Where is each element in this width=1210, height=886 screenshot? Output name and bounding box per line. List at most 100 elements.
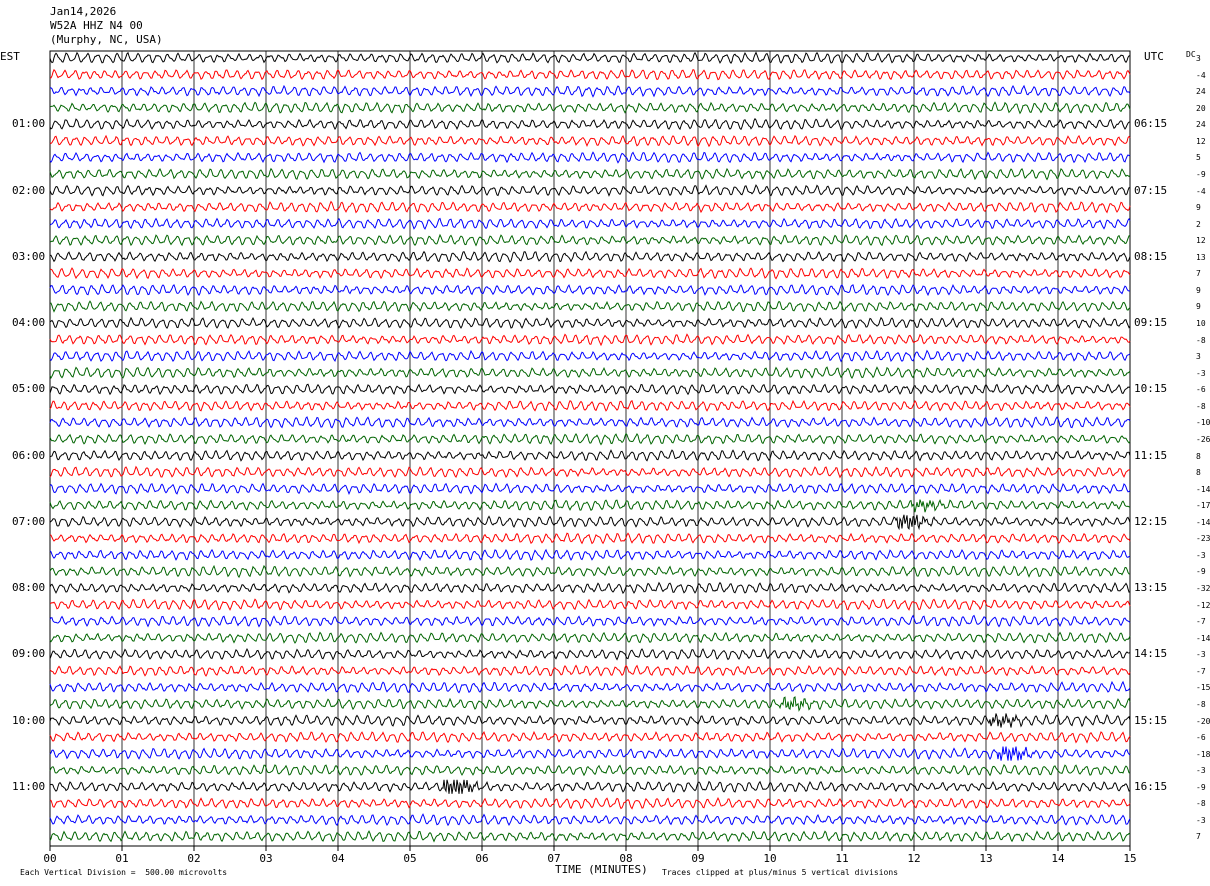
x-axis-ticks: 00 01 02 03 04 05 06 07 08 09 10 11 12 13 14 15 (43, 846, 1137, 865)
dc-offset-value: 3 (1196, 54, 1201, 63)
trace-line (49, 730, 1131, 744)
trace-line (49, 813, 1131, 827)
x-tick-label: 10 (763, 852, 776, 865)
est-hour-label: 01:00 (12, 117, 46, 131)
utc-hour-label: 09:15 (1134, 316, 1168, 329)
x-axis-title: TIME (MINUTES) (555, 863, 648, 876)
dc-offset-value: -8 (1196, 699, 1206, 709)
trace-line (49, 830, 1131, 843)
dc-offset-value: -4 (1196, 186, 1206, 196)
dc-offset-value: -17 (1196, 501, 1210, 511)
dc-offset-value: -32 (1196, 584, 1210, 593)
dc-offset-value: -18 (1196, 749, 1210, 759)
utc-hour-label: 10:15 (1134, 382, 1168, 396)
est-axis-label: EST (0, 50, 20, 63)
dc-offset-value: -23 (1196, 534, 1210, 544)
trace-line (49, 200, 1131, 214)
est-hour-label: 05:00 (12, 382, 46, 396)
trace-line (49, 366, 1131, 379)
trace-line (49, 763, 1131, 777)
trace-line (49, 779, 1131, 794)
trace-line (49, 416, 1131, 429)
trace-line (49, 333, 1131, 347)
dc-offset-value: 12 (1196, 236, 1206, 246)
trace-line (49, 250, 1131, 263)
dc-offset-value: -12 (1196, 600, 1210, 610)
trace-line (49, 217, 1131, 230)
dc-offset-value: 10 (1196, 319, 1206, 328)
dc-offset-value: -9 (1196, 782, 1206, 792)
trace-line (49, 84, 1131, 98)
dc-offset-value: -10 (1196, 418, 1210, 428)
dc-offset-value: 7 (1196, 832, 1201, 842)
dc-offset-value: -14 (1196, 484, 1210, 494)
trace-line (49, 482, 1131, 496)
dc-offset-value: -8 (1196, 799, 1206, 809)
dc-offset-value: -3 (1196, 815, 1206, 825)
x-tick-label: 07 (547, 852, 560, 865)
trace-line (49, 449, 1131, 462)
dc-offset-value: 13 (1196, 252, 1206, 262)
est-hour-label: 02:00 (12, 183, 46, 197)
trace-line (49, 548, 1131, 562)
utc-hour-label: 12:15 (1134, 514, 1168, 528)
est-hour-label: 10:00 (12, 713, 46, 727)
dc-offset-value: 2 (1196, 219, 1201, 229)
utc-hour-label: 11:15 (1134, 448, 1168, 462)
trace-line (49, 399, 1131, 412)
x-tick-label: 03 (259, 852, 272, 865)
est-hour-label: 04:00 (12, 316, 46, 329)
dc-offset-value: -14 (1196, 633, 1210, 643)
dc-offset-value: -9 (1196, 567, 1206, 577)
trace-line (49, 746, 1131, 761)
trace-line (49, 267, 1131, 280)
x-tick-label: 12 (907, 852, 920, 865)
station-location: (Murphy, NC, USA) (50, 33, 163, 46)
x-tick-label: 05 (403, 852, 416, 865)
x-tick-label: 02 (187, 852, 200, 865)
utc-hour-label: 08:15 (1134, 249, 1168, 263)
est-hour-label: 11:00 (12, 779, 46, 793)
dc-offset-value: 9 (1196, 285, 1201, 295)
dc-offset-value: 5 (1196, 153, 1201, 163)
trace-line (49, 432, 1131, 446)
dc-offset-value: -15 (1196, 683, 1210, 693)
trace-line (49, 184, 1131, 197)
dc-column-label: DC (1186, 50, 1196, 59)
trace-line (49, 498, 1131, 513)
trace-line (49, 233, 1131, 247)
dc-offset-value: 24 (1196, 120, 1206, 130)
scale-note: Each Vertical Division = 500.00 microvol… (20, 868, 228, 877)
x-tick-label: 14 (1051, 852, 1065, 865)
dc-offset-value: -8 (1196, 401, 1206, 411)
trace-line (49, 151, 1131, 164)
plot-grid (49, 50, 1131, 847)
trace-line (49, 664, 1131, 677)
trace-line (49, 134, 1131, 148)
trace-line (49, 101, 1131, 115)
dc-offset-value: -3 (1196, 550, 1206, 560)
dc-offset-value: -3 (1196, 766, 1206, 776)
utc-hour-label: 07:15 (1134, 183, 1168, 197)
dc-offset-value: 9 (1196, 203, 1201, 213)
trace-line (49, 349, 1131, 363)
trace-line (49, 713, 1131, 728)
x-tick-label: 06 (475, 852, 488, 865)
est-hour-label: 09:00 (12, 647, 46, 661)
trace-line (49, 696, 1131, 712)
trace-line (49, 532, 1131, 545)
trace-line (49, 316, 1131, 330)
dc-offset-value: -8 (1196, 335, 1206, 345)
est-hour-label: 08:00 (12, 581, 46, 594)
seismic-traces (49, 51, 1131, 843)
dc-offset-value: -26 (1196, 434, 1210, 444)
trace-line (49, 383, 1131, 396)
dc-offset-value: -7 (1196, 666, 1206, 676)
dc-offset-value: -6 (1196, 385, 1206, 395)
chart-date: Jan14,2026 (50, 5, 117, 18)
trace-line (49, 598, 1131, 611)
utc-hour-label: 13:15 (1134, 581, 1168, 594)
plot-frame (49, 50, 1131, 847)
trace-line (49, 117, 1131, 131)
